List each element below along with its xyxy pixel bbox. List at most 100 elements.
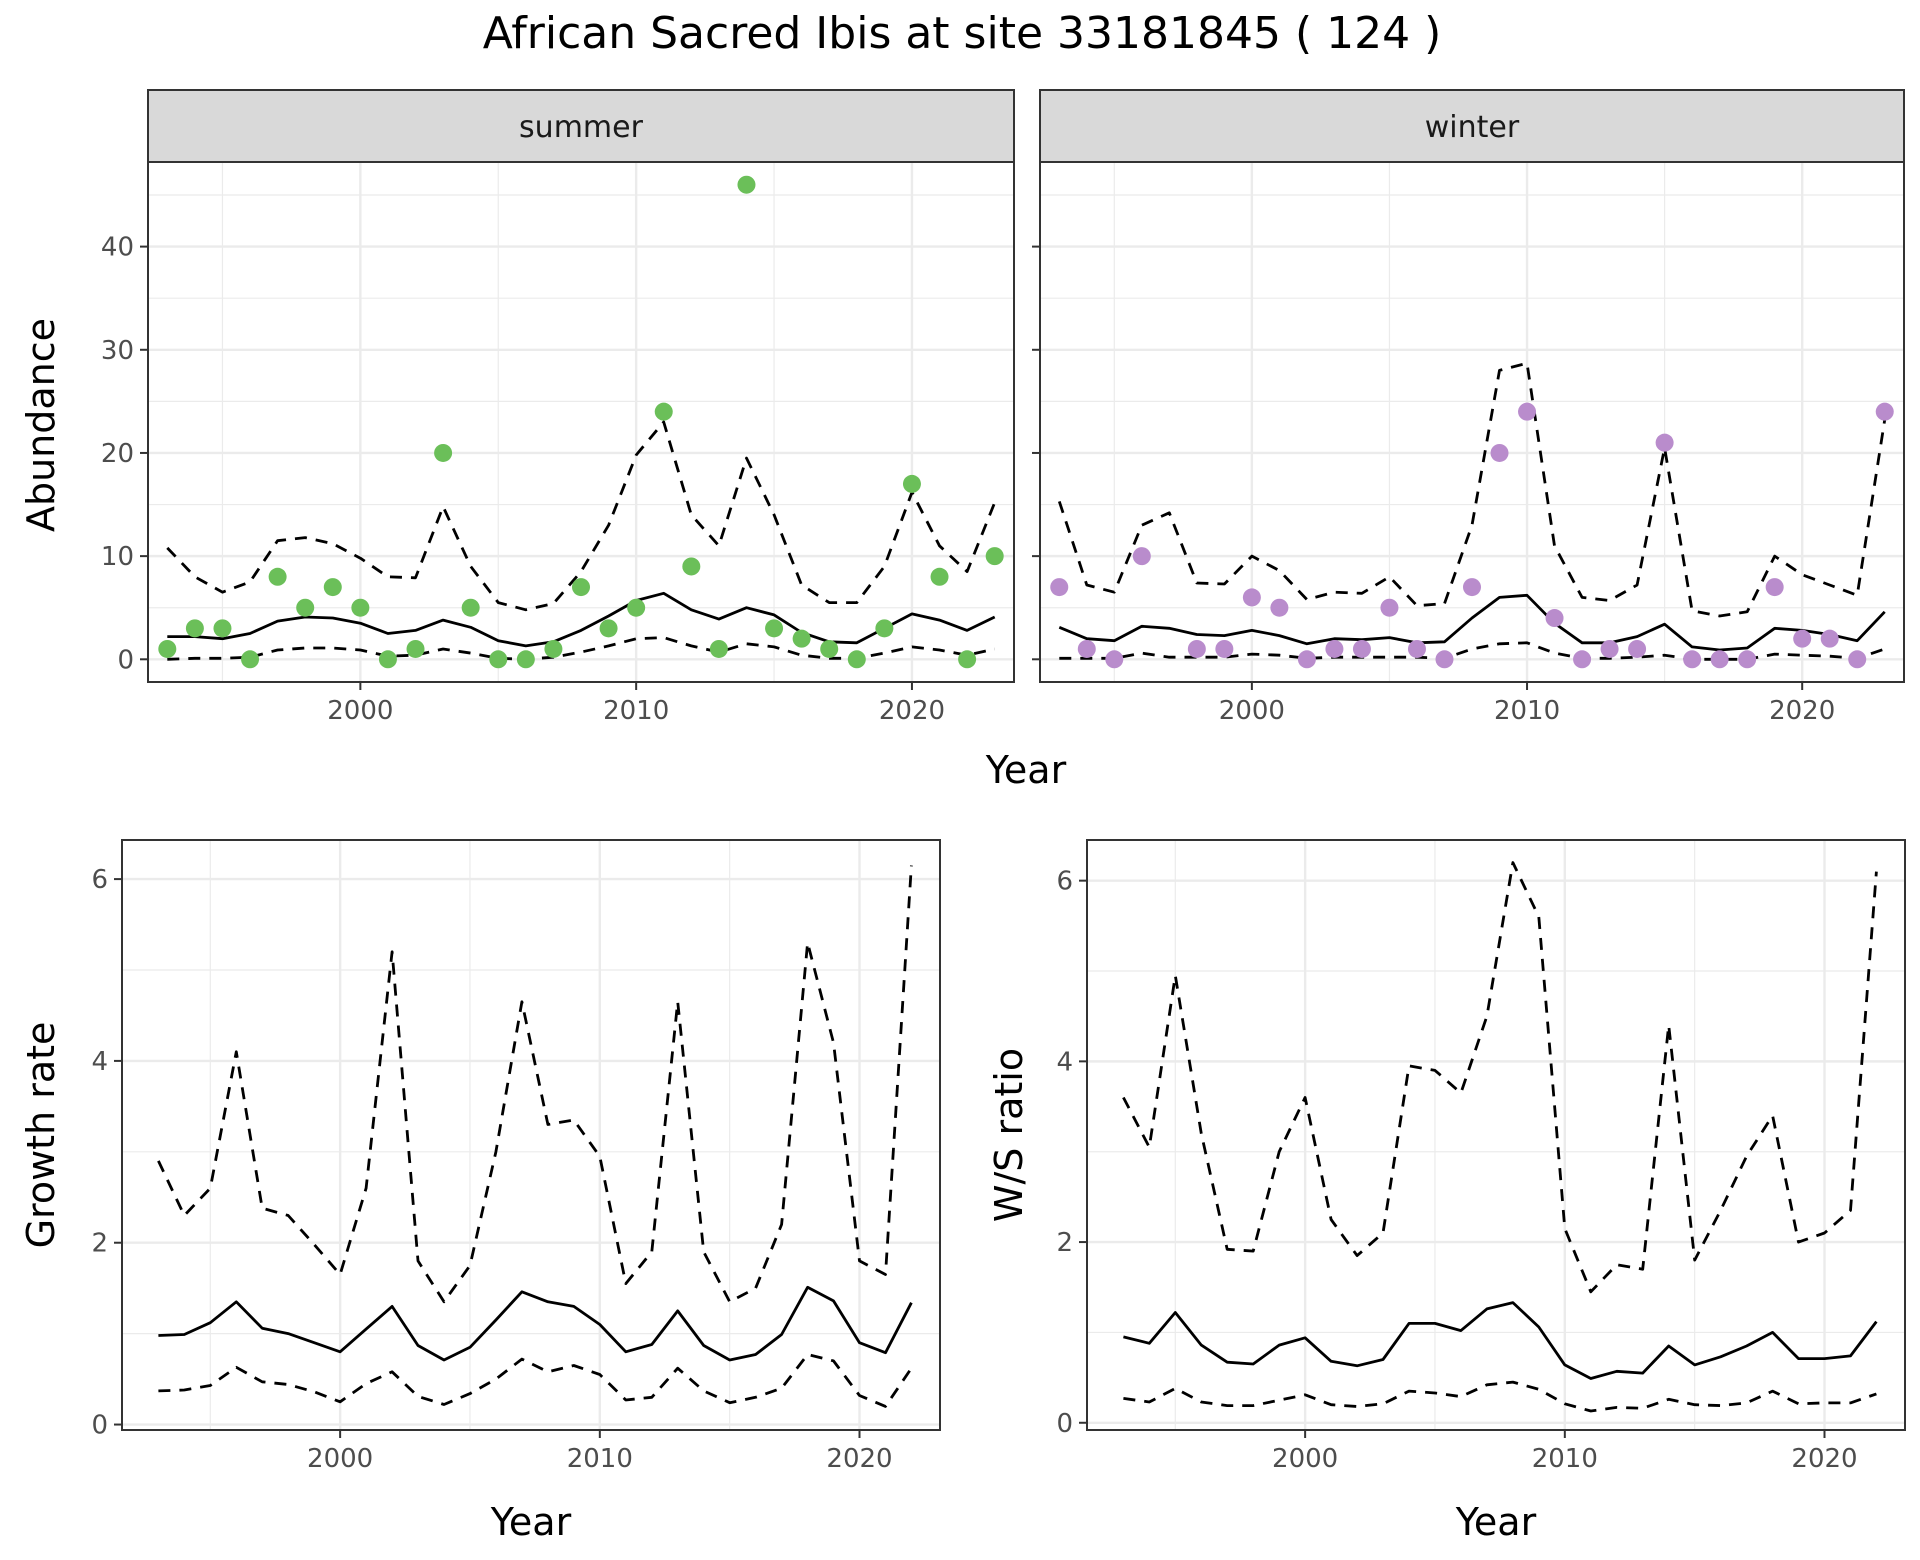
summer-strip [147,89,1015,163]
ws-upper-line [1122,861,1878,1294]
ws-y-tick-label: 6 [1056,867,1073,897]
summer-data-point [406,639,425,658]
winter-data-point [1490,443,1509,462]
summer-data-point [434,443,453,462]
summer-data-point [627,598,646,617]
growth-x-tick-label: 2010 [567,1444,633,1474]
winter-panel-border [1039,161,1905,683]
ws-lower-line [1123,1380,1877,1413]
summer-data-point [654,402,673,421]
winter-x-tick-label: 2020 [1769,696,1835,726]
winter-data-point [1380,598,1399,617]
winter-data-point [1848,650,1867,669]
summer-data-point [985,547,1004,566]
winter-data-point [1352,639,1371,658]
winter-data-point [1105,650,1124,669]
ws-mean-line [1123,1301,1878,1380]
growth-lower-line [158,1353,913,1408]
summer-data-point [875,619,894,638]
chart-title: African Sacred Ibis at site 33181845 ( 1… [483,8,1441,59]
growth-x-tick-label: 2020 [826,1444,892,1474]
winter-data-point [1628,639,1647,658]
winter-data-point [1435,650,1454,669]
summer-upper-line [166,420,997,612]
summer-x-tick-label: 2010 [603,696,669,726]
ws-panel-border [1086,839,1906,1431]
summer-y-tick-label: 10 [101,542,134,572]
winter-strip-label: winter [1425,110,1520,145]
winter-data-point [1793,629,1812,648]
summer-strip-label: summer [519,110,644,145]
ws-y-axis-title: W/S ratio [987,1048,1031,1222]
winter-data-point [1738,650,1757,669]
winter-data-point [1518,402,1537,421]
summer-y-tick-label: 0 [117,645,134,675]
summer-data-point [158,639,177,658]
winter-data-point [1463,578,1481,597]
winter-data-point [1325,639,1344,658]
growth-y-tick-label: 0 [91,1411,108,1441]
summer-data-point [516,650,535,669]
summer-data-point [572,578,590,597]
ws-y-tick-label: 2 [1056,1228,1073,1258]
winter-x-tick-label: 2010 [1494,696,1560,726]
winter-data-point [1573,650,1592,669]
winter-data-point [1215,639,1234,658]
summer-plot-area [148,162,1014,682]
summer-data-point [930,567,949,586]
winter-data-point [1050,578,1069,597]
ws-ratio-panel: 2000 2010 2020 0 2 4 6 [1056,839,1906,1474]
winter-mean-line [1058,593,1886,652]
growth-x-axis-title: Year [490,1500,572,1544]
summer-data-point [737,175,756,194]
growth-y-tick-label: 4 [91,1047,108,1077]
winter-data-point [1600,639,1619,658]
winter-data-point [1242,588,1261,607]
winter-data-point [1765,578,1784,597]
ws-plot-area [1087,840,1905,1430]
summer-data-point [213,619,232,638]
winter-data-point [1710,650,1729,669]
summer-data-point [847,650,866,669]
summer-data-point [323,578,342,597]
summer-data-point [544,639,563,658]
summer-y-tick-label: 30 [101,336,134,366]
summer-x-tick-label: 2000 [327,696,393,726]
winter-x-tick-label: 2000 [1219,696,1285,726]
winter-data-point [1820,629,1839,648]
summer-data-point [820,639,839,658]
summer-data-point [185,619,204,638]
winter-data-point [1077,639,1096,658]
ws-x-axis-title: Year [1455,1500,1537,1544]
growth-x-tick-label: 2000 [307,1444,373,1474]
summer-data-point [296,598,315,617]
winter-upper-line [1057,361,1887,618]
top-y-axis-title: Abundance [19,318,63,532]
summer-data-point [378,650,397,669]
growth-panel-border [121,839,941,1431]
ws-y-tick-label: 0 [1056,1409,1073,1439]
summer-data-point [709,639,728,658]
growth-rate-panel: 2000 2010 2020 0 2 4 6 [91,839,941,1474]
summer-data-point [241,650,260,669]
winter-data-point [1270,598,1289,617]
summer-panel-border [147,161,1015,683]
growth-y-tick-label: 2 [91,1229,108,1259]
summer-y-tick-label: 40 [101,233,134,263]
winter-abundance-panel: winter 2000 2010 2020 [1032,89,1905,726]
ws-x-tick-label: 2020 [1791,1444,1857,1474]
summer-data-point [268,567,287,586]
winter-data-point [1407,639,1426,658]
winter-data-point [1875,402,1894,421]
winter-data-point [1132,547,1151,566]
ws-x-tick-label: 2010 [1532,1444,1598,1474]
growth-y-axis-title: Growth rate [19,1022,63,1249]
summer-data-point [792,629,811,648]
winter-data-point [1683,650,1702,669]
summer-data-point [351,598,370,617]
winter-plot-area [1040,162,1904,682]
growth-plot-area [122,840,940,1430]
top-x-axis-title: Year [985,748,1067,792]
winter-data-point [1545,609,1564,628]
